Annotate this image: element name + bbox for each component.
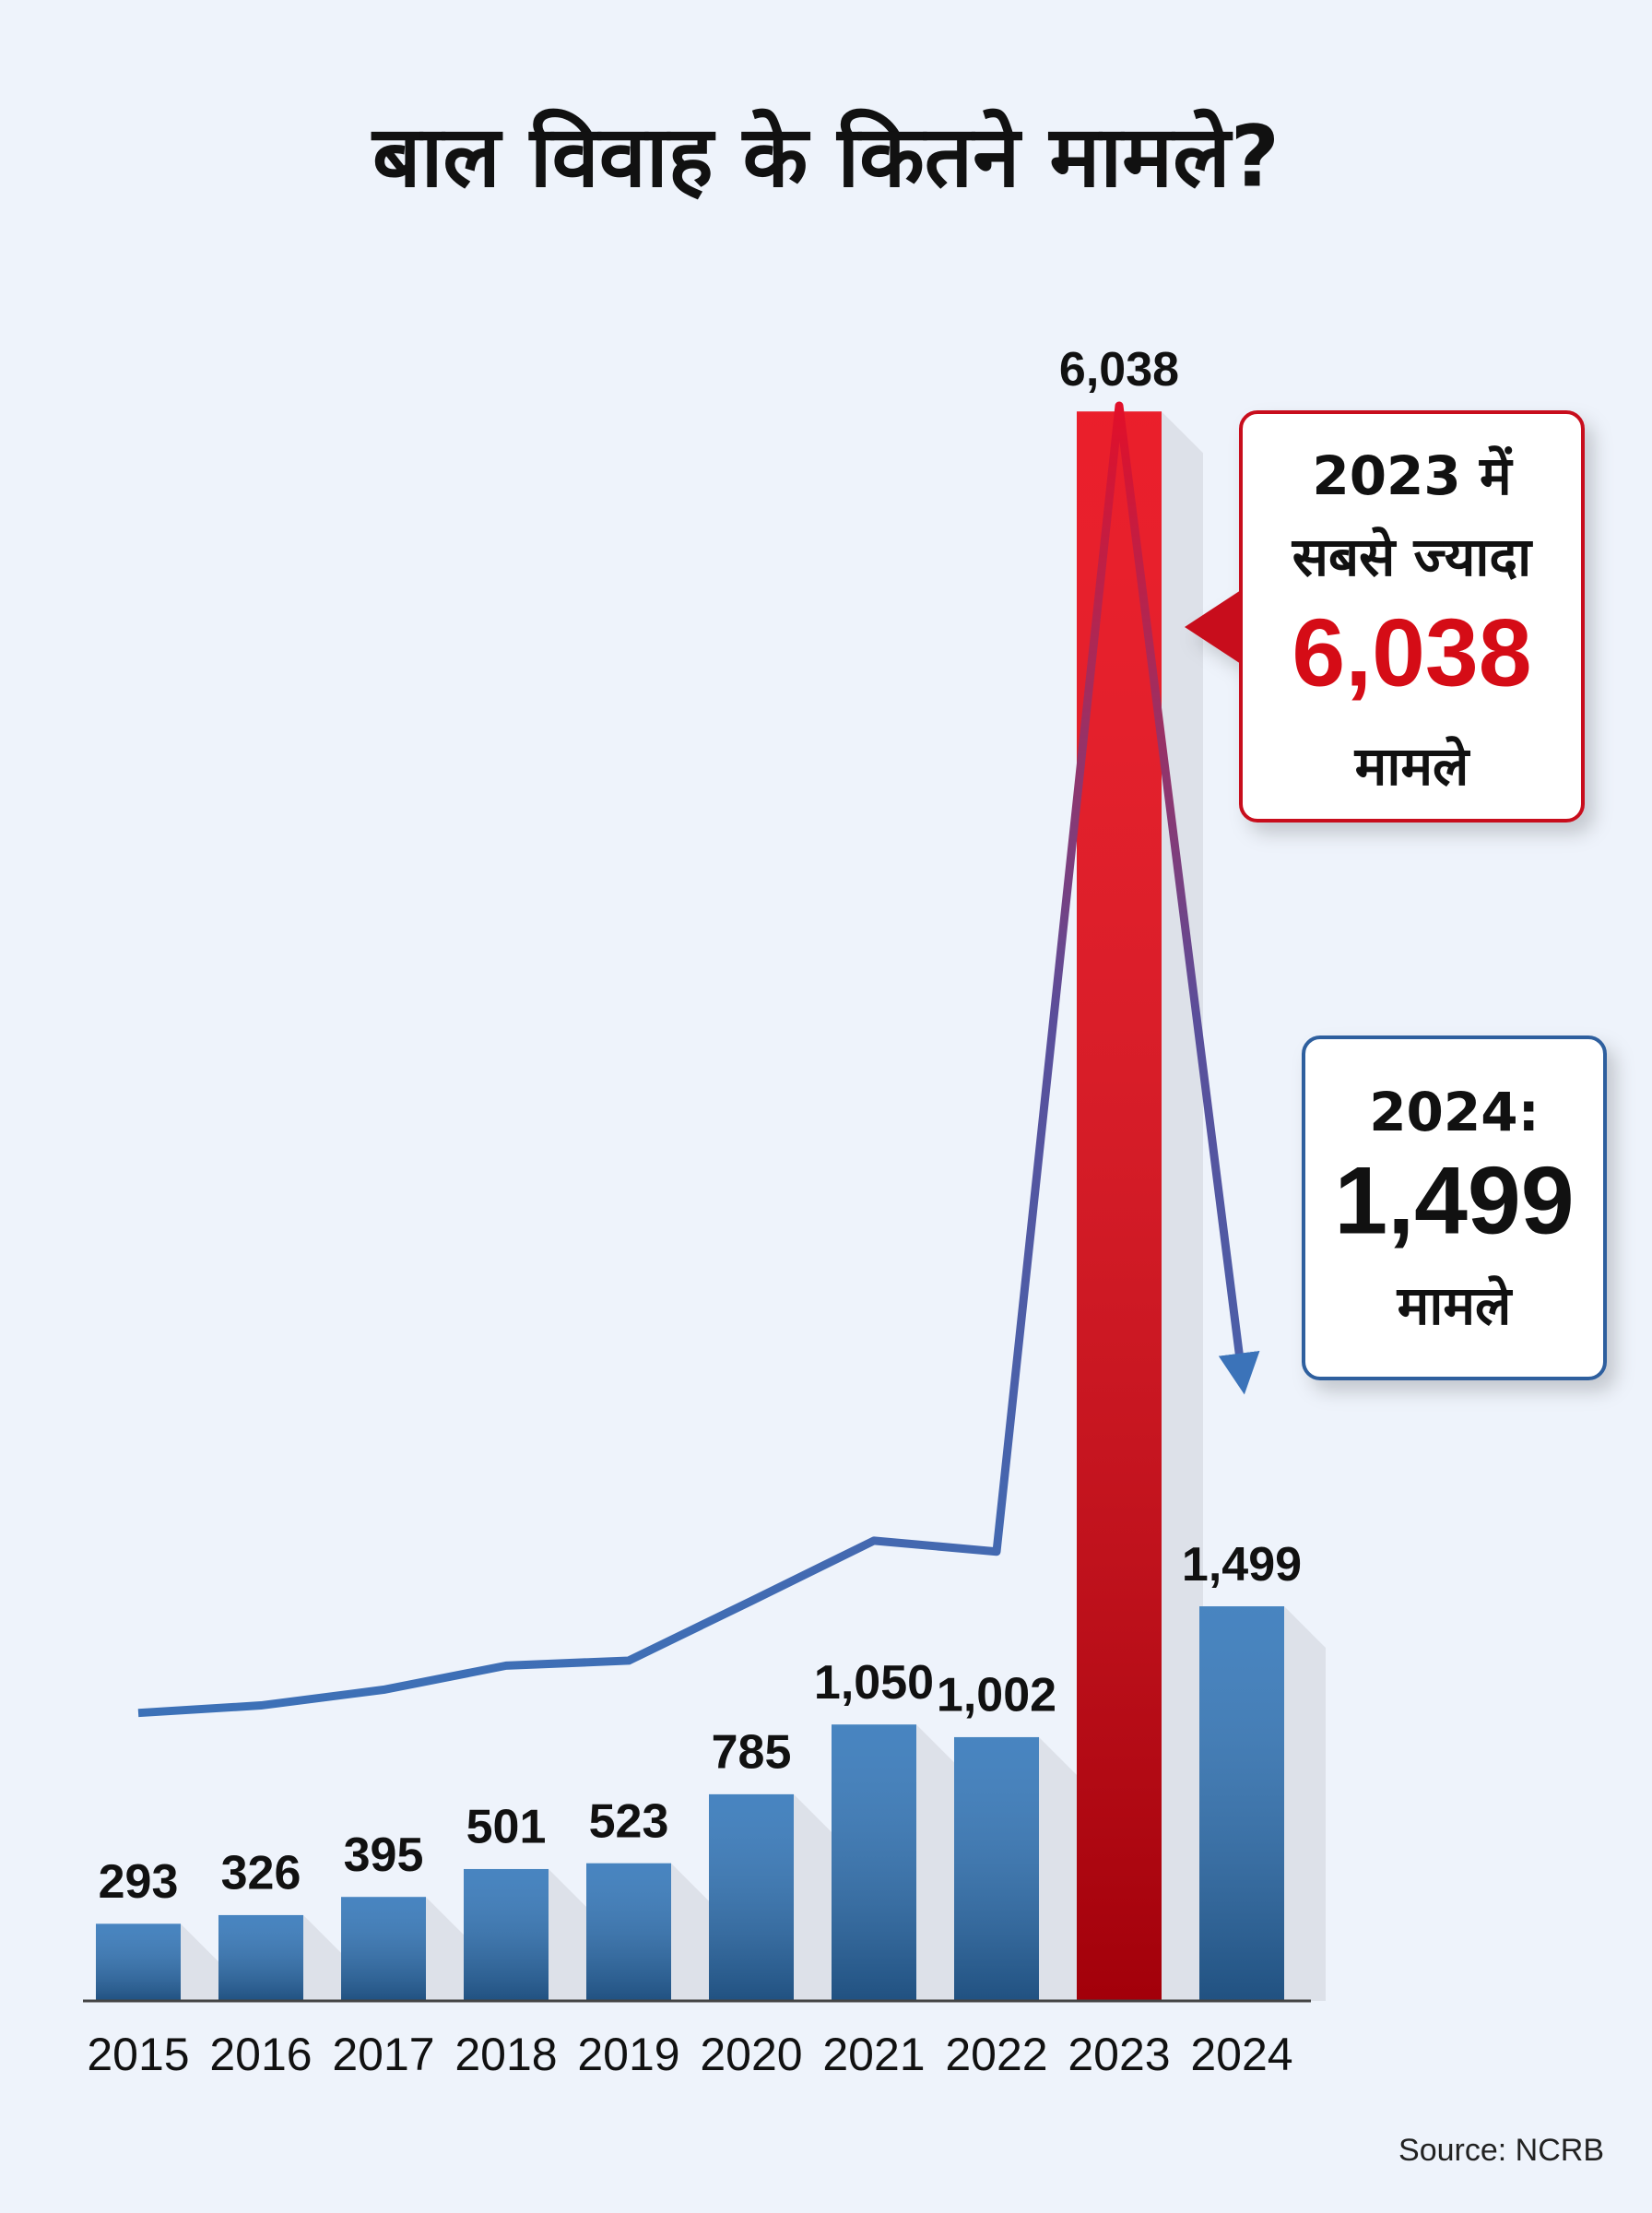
value-label: 293: [99, 1855, 179, 1909]
value-label: 395: [344, 1828, 424, 1882]
bar-shading: [1199, 1606, 1284, 2001]
x-tick-label: 2022: [945, 2029, 1047, 2080]
callout-pointer: [1185, 590, 1241, 664]
x-tick-label: 2016: [209, 2029, 312, 2080]
bar-shadow: [671, 1863, 713, 2001]
bar-shadow: [1284, 1606, 1326, 2001]
callout-text: 2023 में: [1312, 444, 1514, 507]
callout: [1185, 410, 1585, 822]
value-label: 501: [466, 1801, 547, 1854]
bar-shading: [96, 1923, 181, 2001]
bar-shading: [464, 1868, 549, 2001]
callout: [1302, 1035, 1607, 1380]
bar-shading: [586, 1863, 671, 2001]
x-tick-label: 2023: [1068, 2029, 1170, 2080]
source: Source: NCRB: [1398, 2133, 1604, 2168]
callout-text: सबसे ज्यादा: [1292, 526, 1533, 588]
bar-shading: [709, 1793, 794, 2001]
x-tick-label: 2017: [332, 2029, 434, 2080]
x-tick-label: 2015: [87, 2029, 189, 2080]
callout-text: 1,499: [1334, 1147, 1574, 1254]
x-tick-label: 2021: [822, 2029, 925, 2080]
trend-line: [137, 401, 1260, 1718]
value-label: 6,038: [1059, 343, 1179, 396]
value-label: 523: [589, 1794, 669, 1848]
chart-title: बाल विवाह के कितने मामले?: [371, 107, 1280, 206]
bar-shading: [218, 1914, 303, 2001]
bar-shadow: [794, 1793, 835, 2001]
bar-shadow: [181, 1923, 222, 2001]
value-label: 326: [221, 1847, 301, 1900]
bar-shadow: [549, 1868, 590, 2001]
value-label: 785: [712, 1726, 792, 1780]
callout-text: 6,038: [1292, 599, 1531, 706]
x-tick-label: 2024: [1190, 2029, 1292, 2080]
bar-shading: [341, 1897, 426, 2001]
callout-text: मामले: [1354, 735, 1471, 798]
x-tick-label: 2020: [700, 2029, 802, 2080]
bar-shadow: [916, 1724, 958, 2001]
value-label: 1,499: [1182, 1538, 1302, 1592]
bar-shadow: [1039, 1736, 1080, 2001]
bar-shading: [954, 1736, 1039, 2001]
callout-text: मामले: [1397, 1274, 1514, 1337]
bar-shading: [832, 1724, 916, 2001]
x-tick-label: 2019: [577, 2029, 679, 2080]
callout-text: 2024:: [1369, 1081, 1540, 1143]
bar-shadow: [1162, 411, 1203, 2001]
x-tick-label: 2018: [454, 2029, 557, 2080]
plot: 293 2015 326 2016 395 2017 501 2018 523 2019 785 20…: [87, 343, 1607, 2080]
value-label: 1,050: [814, 1656, 934, 1710]
value-label: 1,002: [937, 1669, 1056, 1722]
callout-box: [1302, 1035, 1607, 1380]
bar-shadow: [303, 1914, 345, 2001]
bar-shadow: [426, 1897, 467, 2001]
